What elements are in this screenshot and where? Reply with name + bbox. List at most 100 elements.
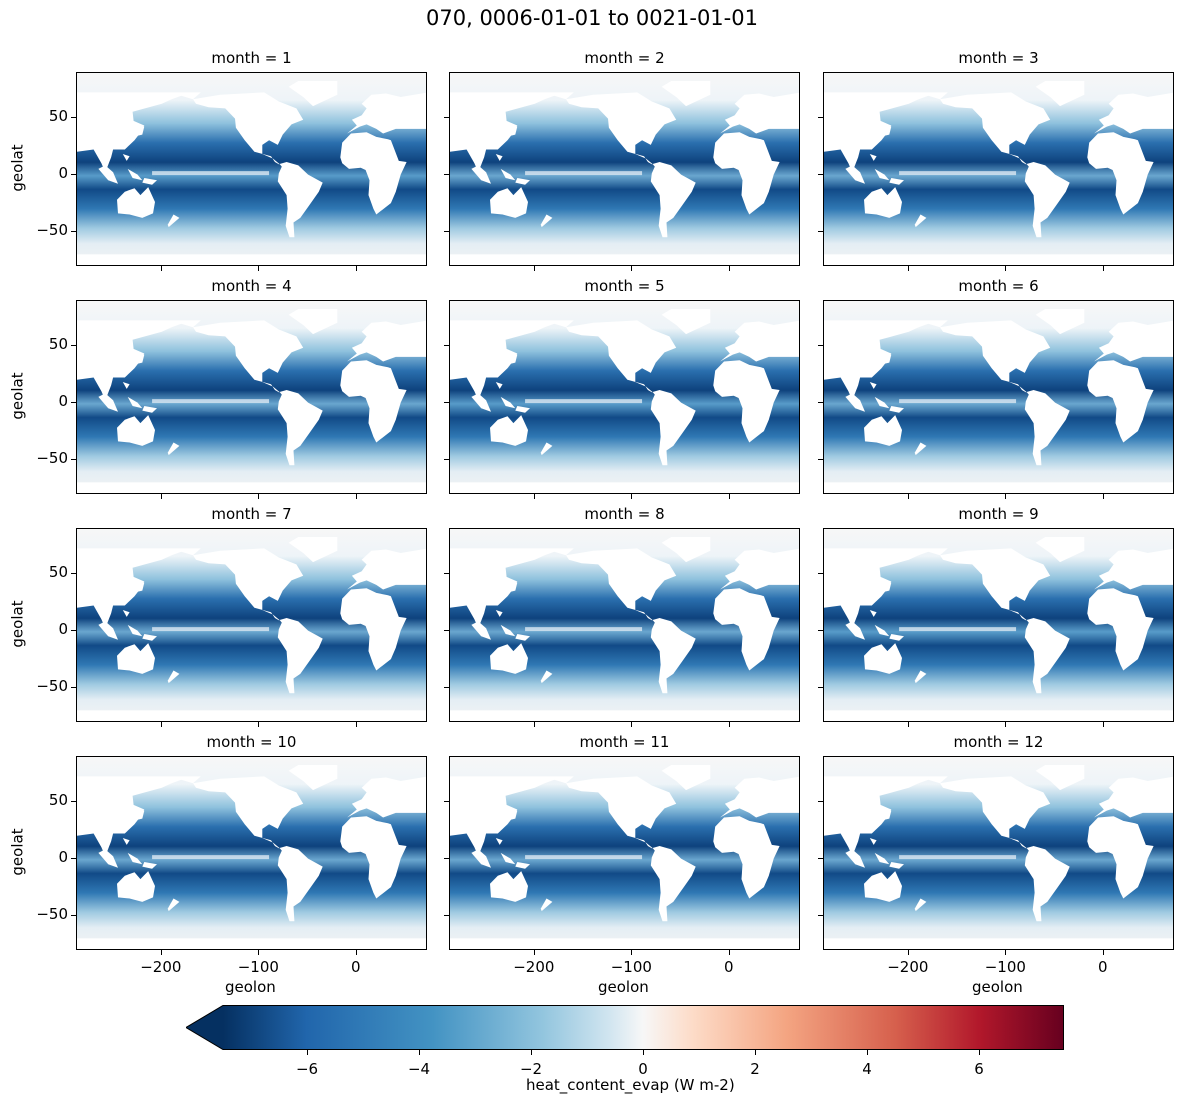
panel-title: month = 12 [953,733,1044,751]
land-mask [340,816,407,899]
land-mask [879,810,892,821]
x-tick [160,266,162,271]
land-mask [914,670,927,684]
x-tick [1005,722,1007,727]
land-mask [132,810,145,821]
land-mask [340,360,407,443]
land-mask [713,588,780,671]
land-mask [347,320,426,362]
y-tick-label: 0 [58,391,68,410]
equatorial-band [152,399,270,404]
land-mask [566,320,696,466]
x-tick [728,722,730,727]
x-tick [355,266,357,271]
y-tick [71,401,76,403]
panel-title: month = 10 [206,733,297,751]
land-mask [450,938,799,949]
map-frame [76,72,427,266]
x-tick [728,950,730,955]
y-tick [71,629,76,631]
map-svg [77,529,426,721]
land-mask [869,154,877,161]
x-tick [355,722,357,727]
land-mask [874,852,890,865]
land-mask [167,670,180,684]
y-tick [818,344,823,346]
land-mask [540,898,553,912]
x-tick-label: 0 [351,958,361,976]
equatorial-band [899,855,1017,860]
y-tick [444,629,449,631]
y-tick-label: 0 [58,847,68,866]
equatorial-band [525,171,643,176]
land-mask [1094,776,1173,818]
land-mask [288,309,338,335]
map-frame [823,72,1174,266]
colorbar-tick-label: 2 [750,1060,760,1078]
land-mask [471,393,491,412]
land-mask [566,92,696,238]
land-mask [914,898,927,912]
colorbar-tick-label: 6 [974,1060,984,1078]
land-mask [117,871,155,902]
land-mask [864,871,902,902]
y-tick-label: −50 [36,448,68,467]
equatorial-band [525,627,643,632]
y-tick [71,572,76,574]
map-svg [450,73,799,265]
land-mask [142,406,157,413]
land-mask [1035,81,1085,107]
x-tick-label: −100 [984,958,1026,976]
land-mask [845,165,865,184]
equatorial-band [899,171,1017,176]
x-tick [1005,494,1007,499]
colorbar-label: heat_content_evap (W m-2) [526,1076,735,1094]
colorbar-tick [419,1050,420,1055]
x-tick [258,494,260,499]
y-tick-label: −50 [36,220,68,239]
panel-title: month = 2 [584,49,665,67]
x-tick [1102,722,1104,727]
land-mask [117,643,155,674]
map-panel: month = 4 50 0 −50 geolat [9,277,427,499]
land-mask [132,126,145,137]
land-mask [288,765,338,791]
x-axis-label: geolon [972,978,1023,996]
land-mask [471,165,491,184]
colorbar-tick [867,1050,868,1055]
x-tick [1102,950,1104,955]
y-tick [818,857,823,859]
y-tick [818,401,823,403]
land-mask [117,187,155,218]
x-tick [533,722,535,727]
y-tick [444,572,449,574]
y-tick [818,458,823,460]
land-mask [495,154,503,161]
panel-title: month = 3 [958,49,1039,67]
land-mask [77,710,426,721]
x-tick-label: −100 [237,958,279,976]
land-mask [889,406,904,413]
land-mask [661,309,711,335]
land-mask [127,852,143,865]
land-mask [720,776,799,818]
map-panel: month = 11 −200 −100 0 geolon [444,733,800,996]
y-tick [818,686,823,688]
y-tick [444,116,449,118]
land-mask [288,81,338,107]
land-mask [879,582,892,593]
land-mask [505,354,518,365]
land-mask [98,621,118,640]
x-tick [533,494,535,499]
land-mask [167,442,180,456]
land-mask [914,442,927,456]
y-tick [71,686,76,688]
land-mask [98,165,118,184]
x-tick [160,494,162,499]
x-tick [907,494,909,499]
map-frame [76,528,427,722]
y-tick [818,629,823,631]
y-axis-label: geolat [8,372,27,420]
x-tick-label: −200 [887,958,929,976]
land-mask [500,168,516,181]
